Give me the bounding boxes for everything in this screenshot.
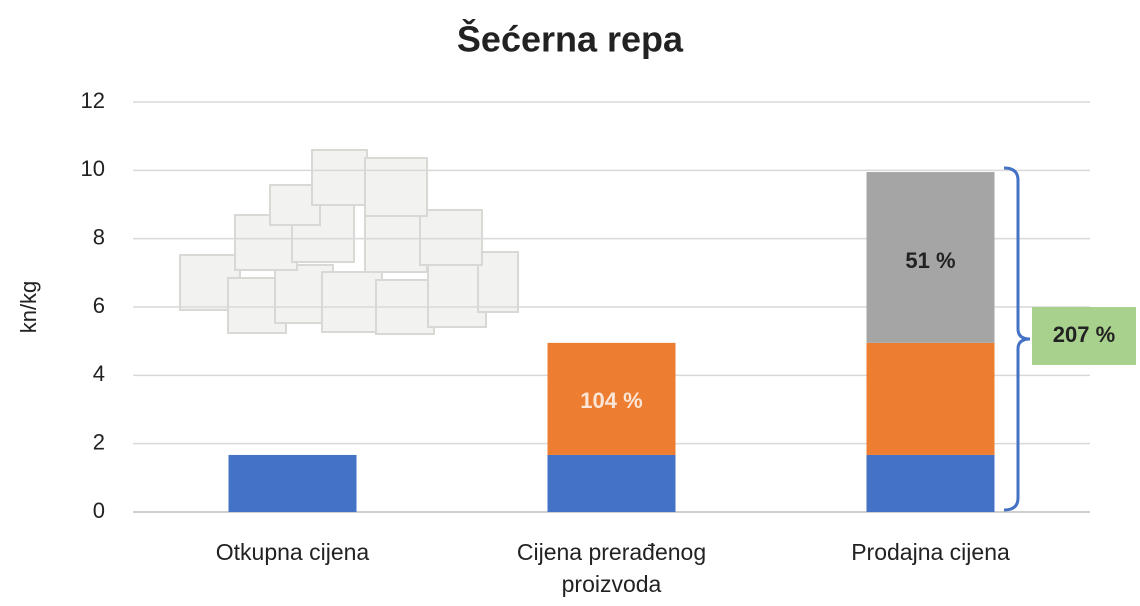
y-tick-label: 12 [81,88,105,113]
x-tick-label: Otkupna cijena [215,539,370,565]
annotation-box [1032,307,1136,365]
bar-segment [866,172,995,343]
bar-segment [866,454,995,512]
x-tick-label: Prodajna cijena [851,539,1010,565]
bar-segment [866,342,995,455]
annotation: 51 % [905,248,955,273]
sugar-cubes [179,149,519,335]
bar-segment [547,454,676,512]
bar-segment [228,454,357,512]
y-tick-label: 6 [93,293,105,318]
annotation: 104 % [580,388,642,413]
bracket [1003,166,1031,512]
chart-title: Šećerna repa [457,18,684,60]
y-tick-label: 8 [93,224,105,249]
y-tick-label: 4 [93,361,105,386]
annotation: 207 % [1053,322,1115,347]
y-tick-label: 10 [81,156,105,181]
y-tick-label: 0 [93,498,105,523]
bar-segment [547,342,676,455]
y-tick-label: 2 [93,429,105,454]
y-axis-label: kn/kg [16,281,41,334]
x-tick-label: Cijena prerađenog proizvoda [516,539,707,597]
